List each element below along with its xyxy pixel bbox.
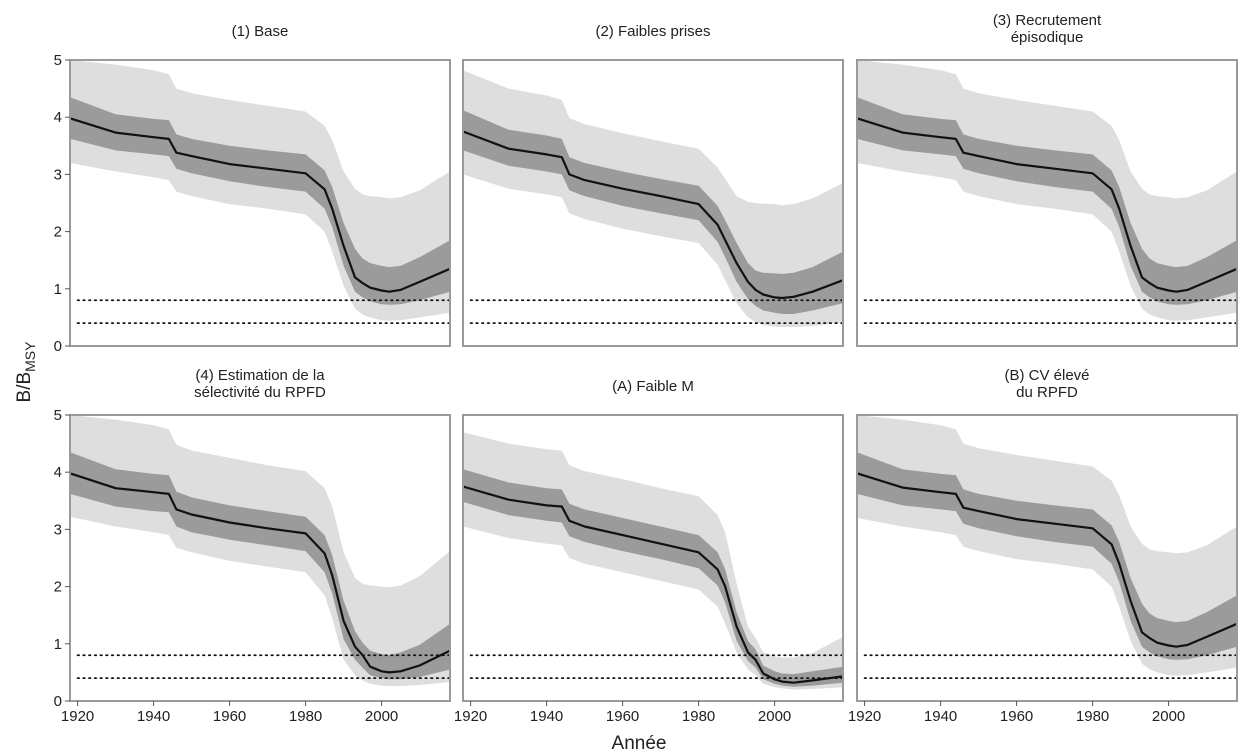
y-tick-label: 1: [54, 281, 62, 298]
x-tick-label: 1940: [137, 708, 170, 725]
x-tick-label: 1980: [682, 708, 715, 725]
outer-interval-band: [70, 415, 450, 687]
median-line: [463, 130, 843, 300]
y-tick-label: 4: [54, 109, 62, 126]
panel-title: (B) CV élevé: [1004, 367, 1089, 384]
y-tick-label: 0: [54, 338, 62, 355]
panel-title: (1) Base: [232, 23, 289, 40]
inner-interval-band: [857, 97, 1237, 305]
x-tick-label: 1940: [924, 708, 957, 725]
inner-interval-band: [463, 110, 843, 314]
y-tick-label: 5: [54, 52, 62, 69]
median-line: [857, 472, 1237, 648]
x-tick-label: 2000: [365, 708, 398, 725]
y-tick-label: 2: [54, 224, 62, 241]
panel-title: (A) Faible M: [612, 378, 694, 395]
x-tick-label: 1960: [213, 708, 246, 725]
x-axis-label: Année: [612, 733, 667, 754]
x-tick-label: 1920: [454, 708, 487, 725]
inner-interval-band: [463, 469, 843, 687]
chart-panel: 1920 1940 1960 1980 2000 0 1 2 3 4 5 (4) Estimation…: [54, 367, 451, 725]
panel-title: sélectivité du RPFD: [194, 384, 326, 401]
panel-frame: [856, 59, 1238, 347]
plot-area: [463, 70, 843, 328]
plot-area: [70, 60, 450, 325]
median-line: [70, 117, 450, 293]
x-tick-label: 1960: [1000, 708, 1033, 725]
panel-title: (4) Estimation de la: [195, 367, 325, 384]
x-tick-label: 1980: [1076, 708, 1109, 725]
y-tick-label: 3: [54, 166, 62, 183]
panel-frame: [462, 414, 844, 702]
x-tick-label: 1920: [848, 708, 881, 725]
x-tick-label: 1980: [289, 708, 322, 725]
panel-frame: [69, 414, 451, 702]
x-tick-label: 1940: [530, 708, 563, 725]
panel-title: du RPFD: [1016, 384, 1078, 401]
x-tick-label: 2000: [758, 708, 791, 725]
y-tick-label: 2: [54, 579, 62, 596]
y-axis-label: B/BMSY: [14, 341, 38, 403]
plot-area: [857, 60, 1237, 325]
chart-panel: (2) Faibles prises: [462, 23, 844, 347]
chart-panel: 1920 1940 1960 1980 2000 (A) Faible M: [454, 378, 844, 725]
y-axis-label-main: B/B: [14, 372, 35, 403]
plot-area: [70, 415, 450, 687]
panel-frame: [69, 59, 451, 347]
y-tick-label: 0: [54, 693, 62, 710]
chart-panel: 0 1 2 3 4 5 (1) Base: [54, 23, 451, 355]
y-tick-label: 5: [54, 407, 62, 424]
median-line: [857, 117, 1237, 293]
y-tick-label: 3: [54, 521, 62, 538]
x-tick-label: 1920: [61, 708, 94, 725]
panel-frame: [462, 59, 844, 347]
plot-area: [857, 415, 1237, 680]
panel-title: épisodique: [1011, 29, 1084, 46]
inner-interval-band: [70, 452, 450, 680]
x-tick-label: 1960: [606, 708, 639, 725]
y-axis-label-subscript: MSY: [22, 341, 38, 372]
outer-interval-band: [463, 432, 843, 690]
inner-interval-band: [857, 452, 1237, 660]
panel-title: (3) Recrutement: [993, 12, 1102, 29]
median-line: [70, 472, 450, 674]
y-tick-label: 1: [54, 636, 62, 653]
y-tick-label: 4: [54, 464, 62, 481]
median-line: [463, 485, 843, 684]
plot-area: [463, 432, 843, 690]
panel-frame: [856, 414, 1238, 702]
inner-interval-band: [70, 97, 450, 305]
panel-title: (2) Faibles prises: [595, 23, 710, 40]
chart-panels: 0 1 2 3 4 5 (1) Base (2) Faibles prises (3) Recr…: [54, 12, 1238, 725]
x-tick-label: 2000: [1152, 708, 1185, 725]
